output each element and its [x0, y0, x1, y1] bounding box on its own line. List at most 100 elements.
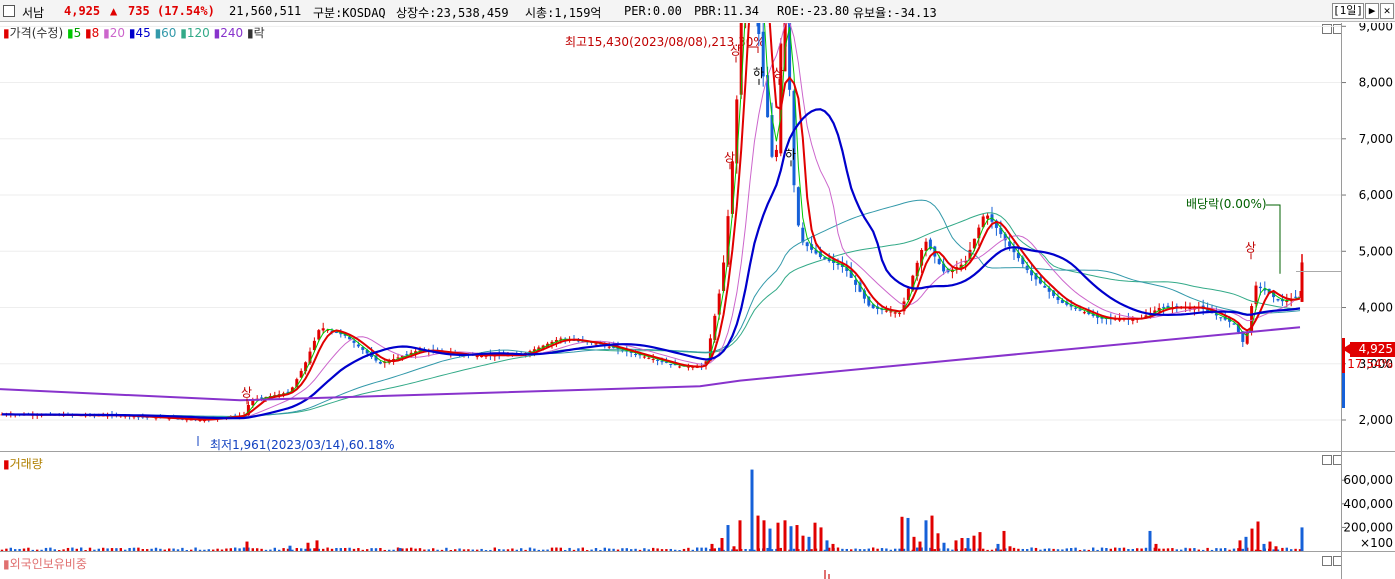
current-pct-label: 17.54%: [1347, 357, 1393, 371]
volume-bar: [269, 549, 272, 551]
volume-bar: [710, 543, 714, 551]
volume-bar: [225, 548, 228, 551]
period-button[interactable]: [1일]: [1332, 3, 1364, 19]
close-button[interactable]: ✕: [1380, 3, 1394, 19]
legend-ex-dividend[interactable]: 락: [253, 26, 265, 40]
current-price-arrow: [1342, 344, 1350, 354]
volume-bar: [330, 548, 334, 551]
volume-bar: [867, 548, 870, 551]
price-chart[interactable]: 최고15,430(2023/08/08),213.30% 최저1,961(202…: [0, 23, 1341, 451]
volume-bar: [115, 548, 118, 551]
volume-bar: [1030, 547, 1033, 551]
price-tick-label: 3,000: [1359, 357, 1393, 371]
select-checkbox[interactable]: [3, 5, 15, 17]
candle: [352, 340, 356, 343]
candle: [845, 267, 849, 271]
legend-ma60[interactable]: 60: [161, 26, 177, 40]
legend-ma5[interactable]: 5: [73, 26, 82, 40]
candle: [981, 216, 985, 228]
legend-ma120[interactable]: 120: [186, 26, 210, 40]
candle: [374, 355, 378, 361]
limit-up-marker: 상: [724, 150, 735, 164]
volume-bar: [520, 548, 523, 551]
volume-title-label[interactable]: 거래량: [9, 457, 43, 471]
volume-bar: [454, 549, 457, 551]
candle: [299, 370, 303, 378]
volume-bar: [748, 549, 752, 551]
volume-bar: [467, 549, 470, 551]
volume-bar: [682, 548, 686, 551]
candle: [475, 355, 479, 358]
candle: [796, 187, 800, 226]
scroll-right-button[interactable]: ▶: [1365, 3, 1379, 19]
panel-divider-2: [0, 551, 1395, 552]
reserve-ratio: 유보율:-34.13: [853, 6, 937, 20]
volume-bar: [445, 547, 448, 551]
volume-bar: [306, 542, 310, 551]
volume-bar: [995, 548, 998, 551]
volume-bar: [40, 549, 43, 551]
volume-axis: 600,000 400,000 200,000 ×100: [1341, 452, 1395, 551]
volume-bar: [273, 547, 276, 551]
volume-bar: [713, 548, 716, 551]
volume-bar: [770, 549, 774, 551]
candle: [678, 366, 682, 368]
volume-bar: [1092, 547, 1095, 551]
volume-bar: [674, 549, 677, 551]
volume-bar: [1193, 548, 1196, 551]
candle: [708, 338, 712, 361]
volume-bar: [410, 547, 413, 551]
volume-bar: [954, 540, 958, 551]
legend-ma8[interactable]: 8: [91, 26, 100, 40]
candle: [686, 366, 690, 368]
volume-bar: [251, 548, 254, 551]
candle: [378, 361, 382, 364]
current-price-label: 4,925: [1359, 342, 1393, 356]
candle: [154, 417, 158, 419]
volume-bar: [511, 548, 514, 551]
volume-chart[interactable]: [0, 452, 1341, 551]
volume-bar: [432, 548, 435, 551]
legend-price[interactable]: 가격(수정): [9, 26, 64, 40]
volume-bar: [738, 520, 742, 551]
legend-ma240[interactable]: 240: [220, 26, 244, 40]
candle: [1012, 248, 1016, 253]
volume-bar: [185, 550, 188, 551]
candle: [867, 296, 871, 306]
volume-bar: [581, 547, 584, 551]
volume-bar: [449, 549, 452, 551]
candle: [1166, 305, 1170, 308]
foreign-panel-minimize-button[interactable]: [1322, 556, 1332, 566]
volume-bar: [630, 549, 633, 551]
volume-bar: [1002, 530, 1006, 551]
volume-bar: [93, 549, 96, 551]
volume-bar: [1184, 547, 1187, 551]
candle: [1144, 315, 1148, 318]
legend-ma20[interactable]: 20: [109, 26, 126, 40]
volume-bar: [308, 548, 312, 551]
stock-name[interactable]: 서남: [22, 6, 45, 20]
limit-up-marker: 상: [730, 43, 741, 57]
candle: [1131, 318, 1135, 321]
volume-bar: [936, 533, 940, 551]
candle: [400, 355, 404, 358]
legend-ma45[interactable]: 45: [135, 26, 151, 40]
volume-bar: [528, 547, 532, 551]
volume-bar: [1215, 548, 1218, 551]
foreign-holding-chart: [824, 570, 830, 579]
candle: [1021, 257, 1025, 265]
volume-bar: [880, 548, 884, 551]
volume-bar: [819, 527, 823, 551]
price-panel-minimize-button[interactable]: [1322, 24, 1332, 34]
candle: [1078, 309, 1082, 311]
volume-bar: [405, 548, 408, 551]
volume-bar: [599, 549, 602, 551]
candle: [260, 397, 264, 399]
high-price-annotation: 최고15,430(2023/08/08),213.30%: [565, 35, 765, 49]
volume-bar: [1274, 546, 1278, 551]
foreign-holding-label[interactable]: 외국인보유비중: [9, 557, 87, 571]
volume-bar: [792, 548, 796, 551]
dividend-connector: [1266, 204, 1281, 274]
candle: [836, 263, 840, 266]
volume-panel-minimize-button[interactable]: [1322, 455, 1332, 465]
